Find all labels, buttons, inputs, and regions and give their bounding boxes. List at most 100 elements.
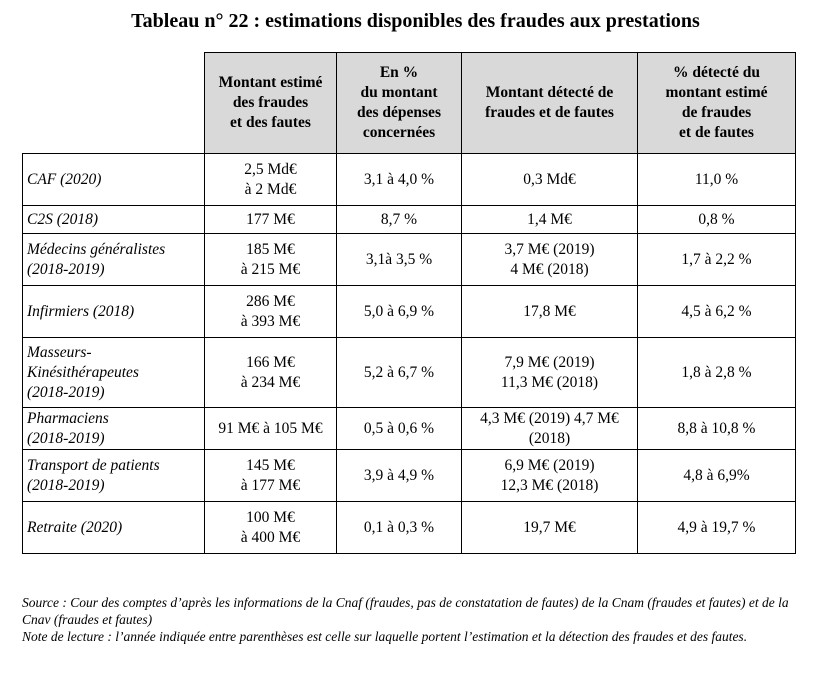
cell-line: à 215 M€ [240, 260, 301, 278]
table-notes: Source : Cour des comptes d’après les in… [22, 594, 812, 645]
row-label-cell: Pharmaciens (2018-2019) [22, 407, 205, 450]
cell-line: Kinésithérapeutes [27, 363, 139, 381]
pct-detected-cell: 4,8 à 6,9% [637, 449, 796, 502]
header-row: Montant estimé des fraudes et des fautes E… [22, 52, 796, 154]
estimate-cell: 145 M€ à 177 M€ [204, 449, 337, 502]
detected-cell: 7,9 M€ (2019) 11,3 M€ (2018) [461, 337, 638, 408]
estimate-cell: 2,5 Md€ à 2 Md€ [204, 153, 337, 206]
cell-line: 0,3 Md€ [523, 170, 576, 188]
pct-spend-cell: 3,1à 3,5 % [336, 233, 462, 286]
cell-line: Pharmaciens [27, 409, 109, 427]
cell-line: à 234 M€ [240, 373, 301, 391]
cell-line: fraudes et de fautes [485, 104, 614, 121]
cell-line: 8,8 à 10,8 % [677, 419, 756, 437]
cell-line: (2018-2019) [27, 429, 105, 447]
cell-line: 185 M€ [246, 240, 295, 258]
cell-line: de fraudes [681, 104, 752, 121]
cell-line: 91 M€ à 105 M€ [218, 419, 323, 437]
cell-line: 7,9 M€ (2019) [504, 353, 595, 371]
source-note: Source : Cour des comptes d’après les in… [22, 595, 789, 627]
pct-spend-cell: 5,0 à 6,9 % [336, 285, 462, 338]
row-label-cell: Médecins généralistes (2018-2019) [22, 233, 205, 286]
estimate-cell: 100 M€ à 400 M€ [204, 501, 337, 554]
pct-detected-cell: 4,9 à 19,7 % [637, 501, 796, 554]
cell-line: 3,9 à 4,9 % [363, 466, 435, 484]
cell-line: 8,7 % [380, 210, 418, 228]
table-body: CAF (2020) 2,5 Md€ à 2 Md€ 3,1 à 4,0 % 0,3 M… [22, 153, 796, 554]
detected-cell: 17,8 M€ [461, 285, 638, 338]
pct-detected-cell: 1,7 à 2,2 % [637, 233, 796, 286]
cell-line: 286 M€ [246, 292, 295, 310]
cell-line: montant estimé [665, 84, 768, 101]
pct-detected-cell: 1,8 à 2,8 % [637, 337, 796, 408]
detected-cell: 4,3 M€ (2019) 4,7 M€ (2018) [461, 407, 638, 450]
table-row: Transport de patients (2018-2019) 145 M€ à … [22, 449, 796, 502]
estimate-cell: 286 M€ à 393 M€ [204, 285, 337, 338]
cell-line: 4,9 à 19,7 % [677, 518, 756, 536]
row-label-cell: Retraite (2020) [22, 501, 205, 554]
detected-cell: 1,4 M€ [461, 205, 638, 234]
cell-line: Retraite (2020) [27, 518, 123, 536]
cell-line: et de fautes [679, 124, 754, 141]
cell-line: 2,5 Md€ [244, 160, 297, 178]
column-header: Montant estimé des fraudes et des fautes [204, 52, 337, 154]
cell-line: 145 M€ [246, 456, 295, 474]
cell-line: 11,0 % [694, 170, 739, 188]
cell-line: 4 M€ (2018) [510, 260, 589, 278]
cell-line: 11,3 M€ (2018) [500, 373, 599, 391]
row-label-cell: Transport de patients (2018-2019) [22, 449, 205, 502]
estimate-cell: 177 M€ [204, 205, 337, 234]
pct-spend-cell: 8,7 % [336, 205, 462, 234]
cell-line: 1,7 à 2,2 % [681, 250, 752, 268]
detected-cell: 3,7 M€ (2019) 4 M€ (2018) [461, 233, 638, 286]
cell-line: 166 M€ [246, 353, 295, 371]
cell-line: Infirmiers (2018) [27, 302, 135, 320]
fraud-estimates-table: Montant estimé des fraudes et des fautes E… [22, 52, 796, 554]
cell-line: Transport de patients [27, 456, 160, 474]
cell-line: des dépenses [357, 104, 441, 121]
table-row: Retraite (2020) 100 M€ à 400 M€ 0,1 à 0,3 %… [22, 501, 796, 554]
cell-line: à 393 M€ [240, 312, 301, 330]
table-row: Médecins généralistes (2018-2019) 185 M€ à … [22, 233, 796, 286]
table-row: CAF (2020) 2,5 Md€ à 2 Md€ 3,1 à 4,0 % 0,3 M… [22, 153, 796, 206]
cell-line: 19,7 M€ [523, 518, 576, 536]
cell-line: 0,1 à 0,3 % [363, 518, 435, 536]
cell-line: 12,3 M€ (2018) [500, 476, 599, 494]
cell-line: 4,3 M€ (2019) 4,7 M€ [480, 409, 619, 427]
cell-line: 17,8 M€ [523, 302, 576, 320]
table-row: Infirmiers (2018) 286 M€ à 393 M€ 5,0 à 6,9… [22, 285, 796, 338]
cell-line: à 2 Md€ [244, 180, 297, 198]
estimate-cell: 91 M€ à 105 M€ [204, 407, 337, 450]
cell-line: concernées [362, 124, 436, 141]
estimate-cell: 166 M€ à 234 M€ [204, 337, 337, 408]
cell-line: 177 M€ [246, 210, 295, 228]
cell-line: et des fautes [230, 114, 311, 131]
row-label-cell: Masseurs- Kinésithérapeutes (2018-2019) [22, 337, 205, 408]
pct-detected-cell: 11,0 % [637, 153, 796, 206]
cell-line: Montant estimé [218, 74, 323, 91]
cell-line: 100 M€ [246, 508, 295, 526]
cell-line: C2S (2018) [27, 210, 99, 228]
cell-line: 6,9 M€ (2019) [504, 456, 595, 474]
estimate-cell: 185 M€ à 215 M€ [204, 233, 337, 286]
pct-detected-cell: 8,8 à 10,8 % [637, 407, 796, 450]
cell-line: du montant [360, 84, 438, 101]
row-label-cell: CAF (2020) [22, 153, 205, 206]
column-header: Montant détecté de fraudes et de fautes [461, 52, 638, 154]
cell-line: à 177 M€ [240, 476, 301, 494]
pct-spend-cell: 0,1 à 0,3 % [336, 501, 462, 554]
cell-line: Médecins généralistes [27, 240, 166, 258]
cell-line: 5,2 à 6,7 % [363, 363, 435, 381]
header-corner [22, 52, 205, 154]
cell-line: (2018) [528, 429, 571, 447]
detected-cell: 0,3 Md€ [461, 153, 638, 206]
pct-detected-cell: 4,5 à 6,2 % [637, 285, 796, 338]
pct-detected-cell: 0,8 % [637, 205, 796, 234]
cell-line: 3,1à 3,5 % [365, 250, 433, 268]
row-label-cell: Infirmiers (2018) [22, 285, 205, 338]
cell-line: 0,8 % [698, 210, 735, 228]
cell-line: 0,5 à 0,6 % [363, 419, 435, 437]
reading-note: Note de lecture : l’année indiquée entre… [22, 629, 748, 644]
cell-line: CAF (2020) [27, 170, 102, 188]
pct-spend-cell: 3,1 à 4,0 % [336, 153, 462, 206]
